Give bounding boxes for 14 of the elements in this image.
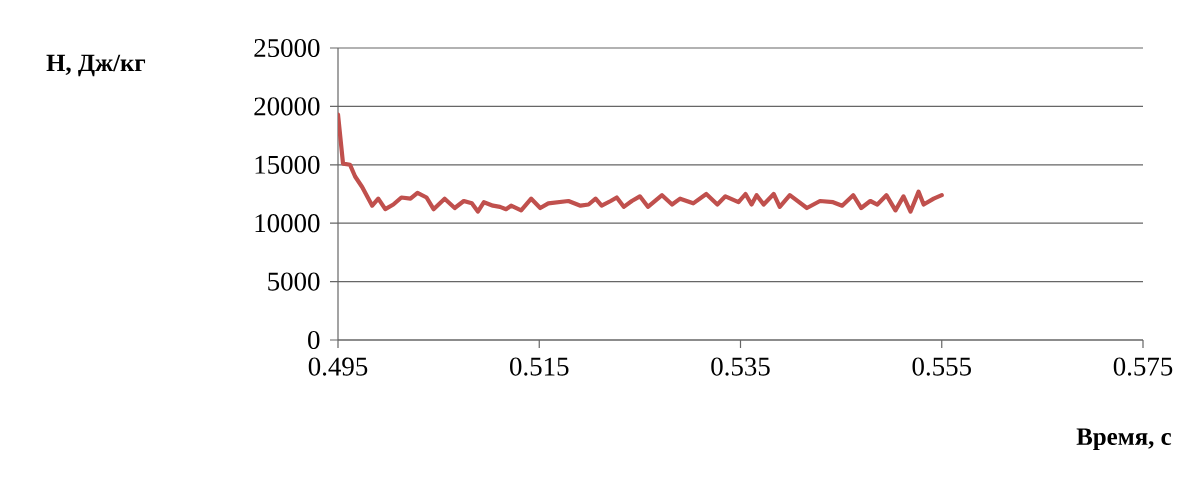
y-tick-label: 0 xyxy=(308,330,320,350)
x-tick-label: 0.575 xyxy=(1113,357,1173,376)
y-tick-label: 20000 xyxy=(254,97,320,116)
y-axis-title: H, Дж/кг xyxy=(46,54,146,77)
line-series xyxy=(338,112,944,214)
y-tick-label: 5000 xyxy=(268,272,320,291)
y-tick-label: 25000 xyxy=(254,38,320,58)
y-tick-label: 10000 xyxy=(255,214,320,233)
x-tick-label: 0.515 xyxy=(510,357,569,376)
x-axis-title: Время, с xyxy=(1076,428,1172,451)
y-tick-label: 15000 xyxy=(255,155,320,174)
x-tick-label: 0.495 xyxy=(308,357,368,376)
x-tick-label: 0.535 xyxy=(711,357,770,376)
x-tick-label: 0.555 xyxy=(912,357,971,376)
